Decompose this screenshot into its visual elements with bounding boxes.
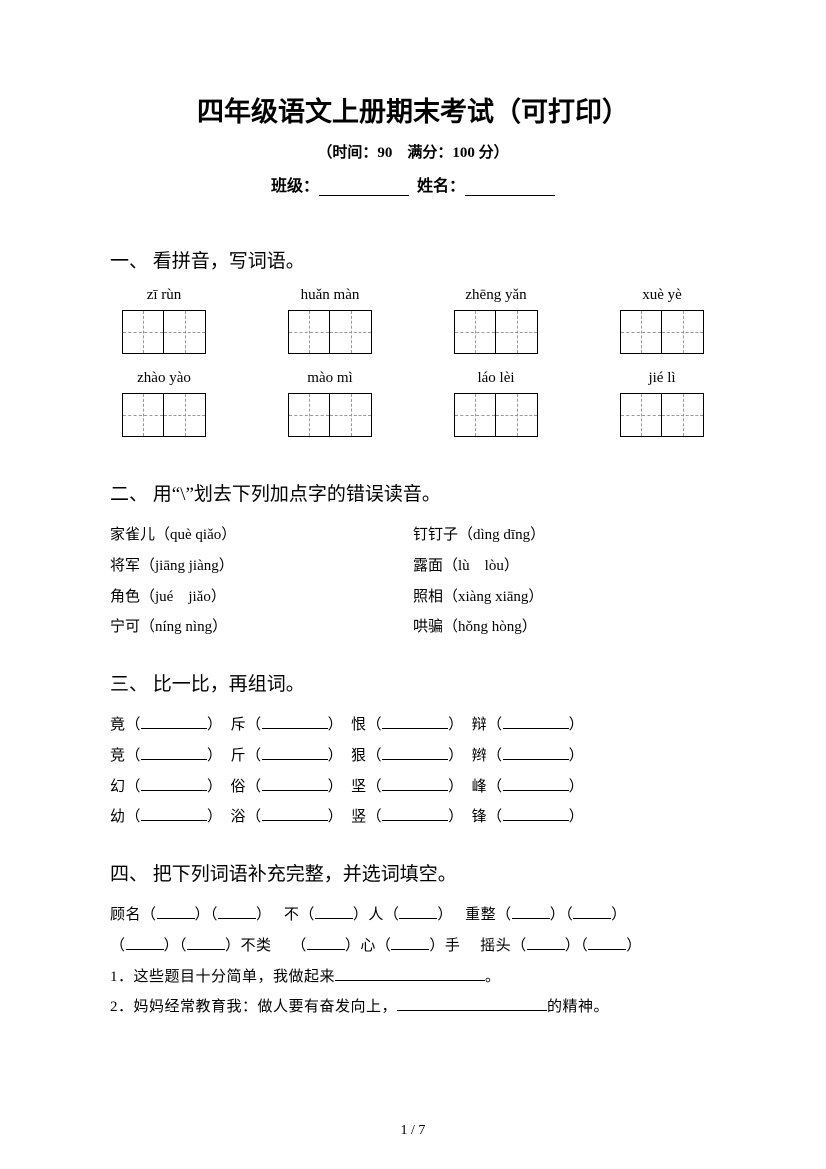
idiom-row: 顾名（）（） 不（）人（） 重整（）（） xyxy=(110,900,716,931)
answer-blank[interactable] xyxy=(382,715,448,729)
char-box[interactable] xyxy=(288,393,372,437)
char-box[interactable] xyxy=(454,393,538,437)
answer-blank[interactable] xyxy=(126,936,164,950)
char-box[interactable] xyxy=(122,393,206,437)
pinyin-label: xuè yè xyxy=(612,287,712,304)
meta-line: 班级： 姓名： xyxy=(110,172,716,196)
answer-blank[interactable] xyxy=(573,905,611,919)
pinyin-item: zhēng yǎn xyxy=(446,287,546,370)
pinyin-row-1: zī rùn huǎn màn zhēng yǎn xuè yè xyxy=(110,287,716,370)
pinyin-label: mào mì xyxy=(280,370,380,387)
pinyin-row-2: zhào yào mào mì láo lèi jié lì xyxy=(110,370,716,453)
reading-item: 钉钉子（dìng dīng） xyxy=(413,520,716,551)
reading-item: 露面（lù lòu） xyxy=(413,551,716,582)
reading-item: 角色（jué jiǎo） xyxy=(110,582,413,613)
pinyin-label: zhào yào xyxy=(114,370,214,387)
section-4-body: 顾名（）（） 不（）人（） 重整（）（） （）（）不类 （）心（）手 摇头（）（… xyxy=(110,900,716,1023)
answer-blank[interactable] xyxy=(307,936,345,950)
reading-item: 哄骗（hǒng hòng） xyxy=(413,612,716,643)
char-box[interactable] xyxy=(454,310,538,354)
answer-blank[interactable] xyxy=(503,807,569,821)
pinyin-label: jié lì xyxy=(612,370,712,387)
pinyin-item: jié lì xyxy=(612,370,712,453)
answer-blank[interactable] xyxy=(141,746,207,760)
answer-blank[interactable] xyxy=(335,967,485,981)
section-2-title: 二、 用“\”划去下列加点字的错误读音。 xyxy=(110,479,716,506)
pinyin-item: zī rùn xyxy=(114,287,214,370)
pinyin-item: zhào yào xyxy=(114,370,214,453)
char-box[interactable] xyxy=(122,310,206,354)
reading-item: 将军（jiāng jiàng） xyxy=(110,551,413,582)
answer-blank[interactable] xyxy=(503,715,569,729)
pinyin-label: zhēng yǎn xyxy=(446,287,546,304)
answer-blank[interactable] xyxy=(141,807,207,821)
name-blank[interactable] xyxy=(465,180,555,196)
section-4-title: 四、 把下列词语补充完整，并选词填空。 xyxy=(110,859,716,886)
answer-blank[interactable] xyxy=(397,997,547,1011)
answer-blank[interactable] xyxy=(588,936,626,950)
pinyin-item: mào mì xyxy=(280,370,380,453)
page-title: 四年级语文上册期末考试（可打印） xyxy=(110,90,716,129)
answer-blank[interactable] xyxy=(527,936,565,950)
reading-item: 家雀儿（què qiǎo） xyxy=(110,520,413,551)
pinyin-item: huǎn màn xyxy=(280,287,380,370)
reading-item: 照相（xiàng xiāng） xyxy=(413,582,716,613)
pinyin-label: huǎn màn xyxy=(280,287,380,304)
answer-blank[interactable] xyxy=(218,905,256,919)
compare-row: 幼（） 浴（） 竖（） 锋（） xyxy=(110,802,716,833)
idiom-row: （）（）不类 （）心（）手 摇头（）（） xyxy=(110,931,716,962)
col-left: 家雀儿（què qiǎo） 将军（jiāng jiàng） 角色（jué jiǎ… xyxy=(110,520,413,643)
question-2: 2．妈妈经常教育我：做人要有奋发向上，的精神。 xyxy=(110,992,716,1023)
answer-blank[interactable] xyxy=(141,777,207,791)
page-number: 1 / 7 xyxy=(0,1123,826,1139)
compare-row: 幻（） 俗（） 坚（） 峰（） xyxy=(110,772,716,803)
answer-blank[interactable] xyxy=(187,936,225,950)
answer-blank[interactable] xyxy=(262,777,328,791)
answer-blank[interactable] xyxy=(503,777,569,791)
answer-blank[interactable] xyxy=(512,905,550,919)
answer-blank[interactable] xyxy=(262,807,328,821)
section-1-title: 一、 看拼音，写词语。 xyxy=(110,246,716,273)
pinyin-item: xuè yè xyxy=(612,287,712,370)
char-box[interactable] xyxy=(620,310,704,354)
answer-blank[interactable] xyxy=(503,746,569,760)
col-right: 钉钉子（dìng dīng） 露面（lù lòu） 照相（xiàng xiāng… xyxy=(413,520,716,643)
answer-blank[interactable] xyxy=(391,936,429,950)
class-blank[interactable] xyxy=(319,180,409,196)
name-label: 姓名： xyxy=(417,178,465,195)
reading-item: 宁可（níng nìng） xyxy=(110,612,413,643)
answer-blank[interactable] xyxy=(141,715,207,729)
pinyin-label: láo lèi xyxy=(446,370,546,387)
char-box[interactable] xyxy=(288,310,372,354)
subtitle: （时间：90 满分：100 分） xyxy=(110,141,716,162)
answer-blank[interactable] xyxy=(382,746,448,760)
answer-blank[interactable] xyxy=(382,807,448,821)
pinyin-item: láo lèi xyxy=(446,370,546,453)
answer-blank[interactable] xyxy=(157,905,195,919)
section-3-title: 三、 比一比，再组词。 xyxy=(110,669,716,696)
char-box[interactable] xyxy=(620,393,704,437)
class-label: 班级： xyxy=(271,178,319,195)
answer-blank[interactable] xyxy=(315,905,353,919)
answer-blank[interactable] xyxy=(399,905,437,919)
question-1: 1．这些题目十分简单，我做起来。 xyxy=(110,962,716,993)
answer-blank[interactable] xyxy=(262,715,328,729)
answer-blank[interactable] xyxy=(262,746,328,760)
answer-blank[interactable] xyxy=(382,777,448,791)
section-2-body: 家雀儿（què qiǎo） 将军（jiāng jiàng） 角色（jué jiǎ… xyxy=(110,520,716,643)
pinyin-label: zī rùn xyxy=(114,287,214,304)
compare-row: 竞（） 斤（） 狠（） 辫（） xyxy=(110,741,716,772)
section-3-body: 竟（） 斥（） 恨（） 辩（） 竞（） 斤（） 狠（） 辫（） 幻（） 俗（） … xyxy=(110,710,716,833)
compare-row: 竟（） 斥（） 恨（） 辩（） xyxy=(110,710,716,741)
